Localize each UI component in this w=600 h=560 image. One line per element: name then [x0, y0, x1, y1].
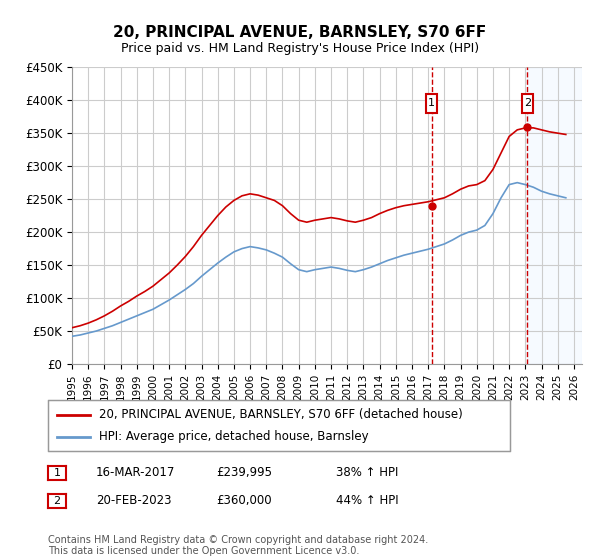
Text: Price paid vs. HM Land Registry's House Price Index (HPI): Price paid vs. HM Land Registry's House … — [121, 42, 479, 55]
Text: £239,995: £239,995 — [216, 466, 272, 479]
Text: 44% ↑ HPI: 44% ↑ HPI — [336, 494, 398, 507]
Text: 20-FEB-2023: 20-FEB-2023 — [96, 494, 172, 507]
Text: 2: 2 — [524, 98, 531, 108]
Text: 1: 1 — [428, 98, 435, 108]
Text: £360,000: £360,000 — [216, 494, 272, 507]
Text: Contains HM Land Registry data © Crown copyright and database right 2024.
This d: Contains HM Land Registry data © Crown c… — [48, 535, 428, 557]
Bar — [527, 67, 582, 364]
Bar — [527, 67, 582, 364]
Text: 38% ↑ HPI: 38% ↑ HPI — [336, 466, 398, 479]
Text: 20, PRINCIPAL AVENUE, BARNSLEY, S70 6FF: 20, PRINCIPAL AVENUE, BARNSLEY, S70 6FF — [113, 25, 487, 40]
FancyBboxPatch shape — [522, 94, 533, 113]
Text: 2: 2 — [53, 496, 61, 506]
Text: HPI: Average price, detached house, Barnsley: HPI: Average price, detached house, Barn… — [99, 430, 368, 443]
FancyBboxPatch shape — [426, 94, 437, 113]
Text: 20, PRINCIPAL AVENUE, BARNSLEY, S70 6FF (detached house): 20, PRINCIPAL AVENUE, BARNSLEY, S70 6FF … — [99, 408, 463, 421]
Text: 16-MAR-2017: 16-MAR-2017 — [96, 466, 175, 479]
Text: 1: 1 — [53, 468, 61, 478]
